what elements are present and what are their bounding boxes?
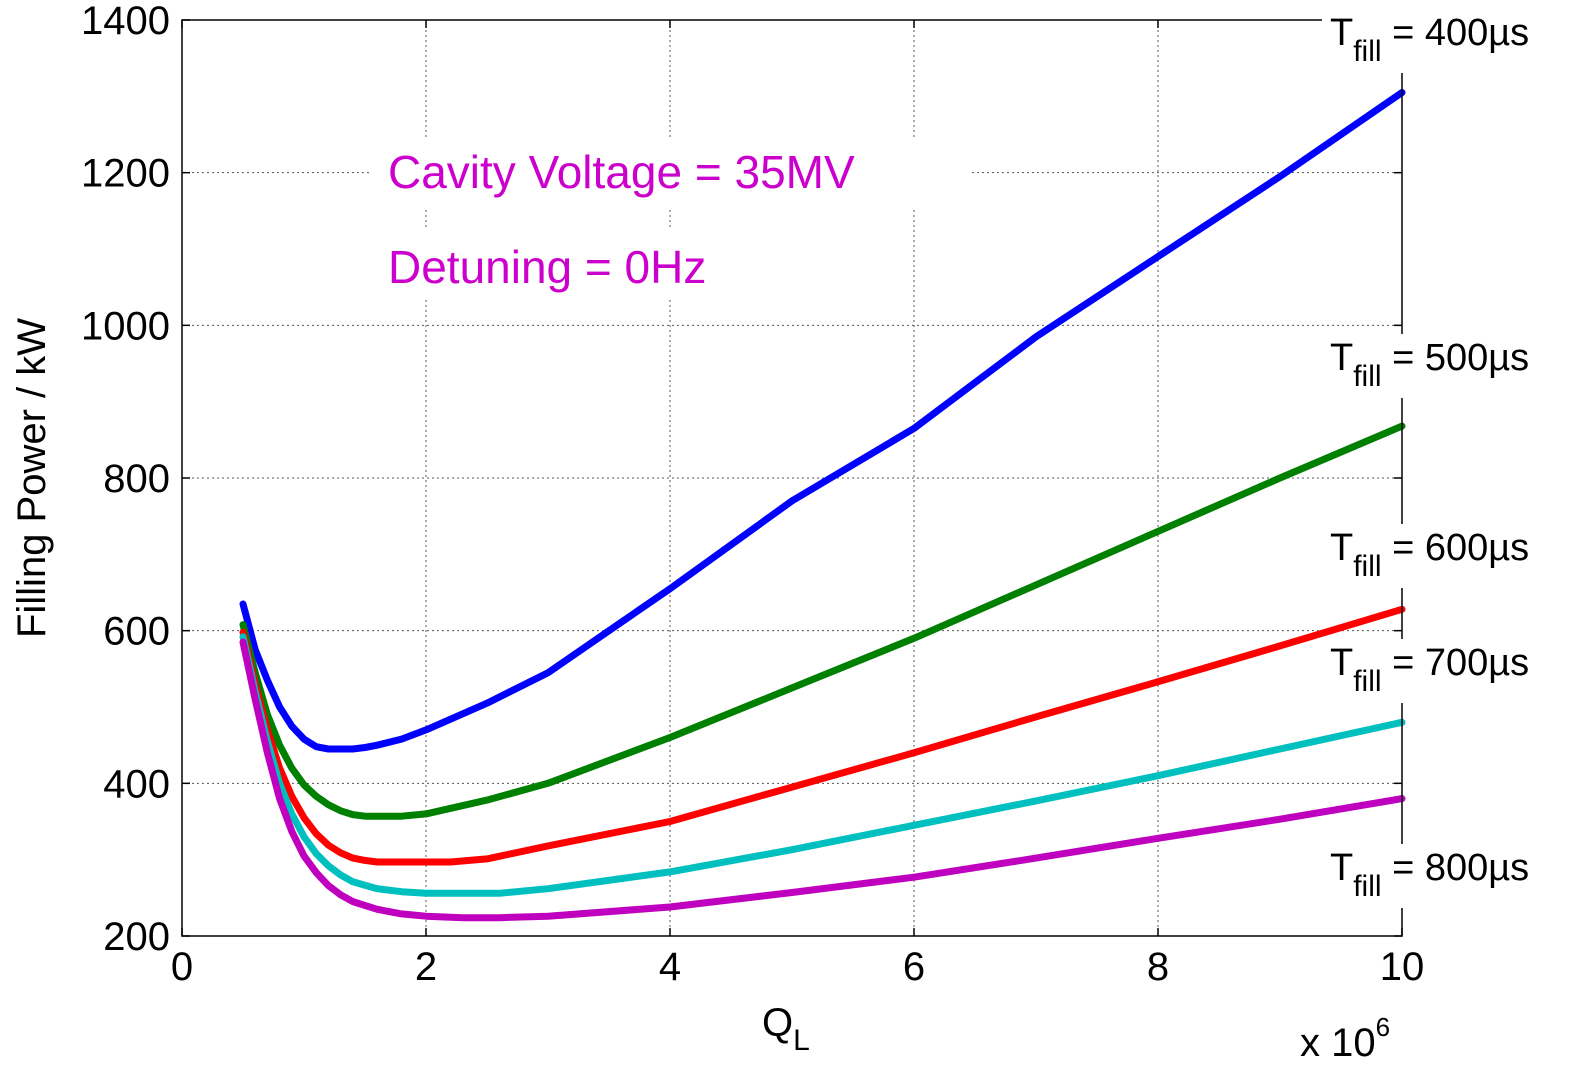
- series-label-rest: = 700µs: [1382, 642, 1530, 684]
- series-label: Tfill = 600µs: [1330, 527, 1529, 583]
- y-tick-label: 400: [103, 762, 170, 806]
- series-label-background: [1322, 639, 1594, 703]
- series-line: [239, 605, 1406, 866]
- series-line: [239, 422, 1406, 820]
- annotation-1-background: [370, 140, 970, 210]
- series-line: [239, 633, 1406, 897]
- series-label-background: [1322, 334, 1594, 398]
- series-label: Tfill = 400µs: [1330, 12, 1529, 68]
- series-label-sub: fill: [1353, 870, 1381, 903]
- x-axis-title-main: Q: [762, 1001, 793, 1045]
- y-tick-label: 1400: [81, 0, 170, 43]
- series-group: [239, 89, 1406, 922]
- x-axis-multiplier-exponent: 6: [1376, 1012, 1390, 1042]
- series-label-main: T: [1330, 337, 1353, 379]
- y-tick-label: 800: [103, 457, 170, 501]
- series-label-sub: fill: [1353, 35, 1381, 68]
- y-tick-labels: 200 400 600 800 1000 1200 1400: [81, 0, 170, 959]
- series-line: [239, 89, 1406, 753]
- x-axis-multiplier: x 106: [1300, 1012, 1390, 1065]
- series-label-background: [1322, 524, 1594, 588]
- x-axis-title-sub: L: [793, 1024, 810, 1057]
- series-label-rest: = 500µs: [1382, 337, 1530, 379]
- y-axis-title: Filling Power / kW: [10, 318, 54, 638]
- series-label-sub: fill: [1353, 550, 1381, 583]
- x-tick-label: 8: [1147, 945, 1169, 989]
- series-label-main: T: [1330, 12, 1353, 54]
- series-label-sub: fill: [1353, 665, 1381, 698]
- x-axis-multiplier-base: x 10: [1300, 1021, 1376, 1065]
- series-label: Tfill = 800µs: [1330, 847, 1529, 903]
- series-label: Tfill = 500µs: [1330, 337, 1529, 393]
- x-axis-title: QL: [762, 1001, 810, 1057]
- series-label-main: T: [1330, 527, 1353, 569]
- series-line: [239, 638, 1406, 922]
- series-label-background: [1322, 844, 1594, 908]
- annotation-cavity-voltage: Cavity Voltage = 35MV: [388, 146, 855, 198]
- series-label-rest: = 400µs: [1382, 12, 1530, 54]
- y-tick-label: 1000: [81, 304, 170, 348]
- x-tick-label: 0: [171, 945, 193, 989]
- y-tick-label: 1200: [81, 152, 170, 196]
- x-tick-label: 10: [1380, 945, 1425, 989]
- y-tick-label: 200: [103, 915, 170, 959]
- annotation-detuning: Detuning = 0Hz: [388, 241, 706, 293]
- x-tick-label: 6: [903, 945, 925, 989]
- annotation-2-background: [380, 230, 765, 300]
- series-label: Tfill = 700µs: [1330, 642, 1529, 698]
- series-label-rest: = 600µs: [1382, 527, 1530, 569]
- series-label-rest: = 800µs: [1382, 847, 1530, 889]
- y-tick-label: 600: [103, 610, 170, 654]
- x-tick-label: 4: [659, 945, 681, 989]
- series-label-main: T: [1330, 847, 1353, 889]
- x-tick-labels: 0 2 4 6 8 10: [171, 945, 1424, 989]
- series-label-sub: fill: [1353, 360, 1381, 393]
- series-label-background: [1322, 9, 1594, 73]
- series-label-main: T: [1330, 642, 1353, 684]
- x-tick-label: 2: [415, 945, 437, 989]
